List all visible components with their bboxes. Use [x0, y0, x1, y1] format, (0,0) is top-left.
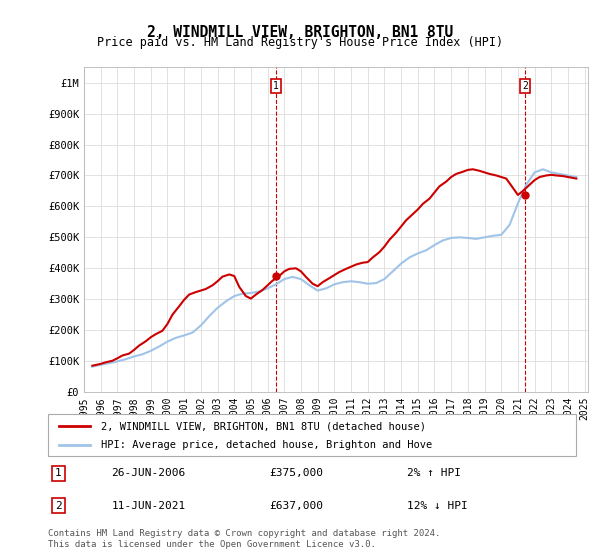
- FancyBboxPatch shape: [48, 414, 576, 456]
- Text: HPI: Average price, detached house, Brighton and Hove: HPI: Average price, detached house, Brig…: [101, 440, 432, 450]
- Text: 2: 2: [55, 501, 62, 511]
- Text: £637,000: £637,000: [270, 501, 324, 511]
- Text: Contains HM Land Registry data © Crown copyright and database right 2024.
This d: Contains HM Land Registry data © Crown c…: [48, 529, 440, 549]
- Text: £375,000: £375,000: [270, 468, 324, 478]
- Text: 2% ↑ HPI: 2% ↑ HPI: [407, 468, 461, 478]
- Text: Price paid vs. HM Land Registry's House Price Index (HPI): Price paid vs. HM Land Registry's House …: [97, 36, 503, 49]
- Text: 12% ↓ HPI: 12% ↓ HPI: [407, 501, 468, 511]
- Text: 2, WINDMILL VIEW, BRIGHTON, BN1 8TU (detached house): 2, WINDMILL VIEW, BRIGHTON, BN1 8TU (det…: [101, 421, 426, 431]
- Text: 1: 1: [273, 81, 278, 91]
- Text: 2: 2: [523, 81, 528, 91]
- Text: 2, WINDMILL VIEW, BRIGHTON, BN1 8TU: 2, WINDMILL VIEW, BRIGHTON, BN1 8TU: [147, 25, 453, 40]
- Text: 1: 1: [55, 468, 62, 478]
- Text: 11-JUN-2021: 11-JUN-2021: [112, 501, 185, 511]
- Text: 26-JUN-2006: 26-JUN-2006: [112, 468, 185, 478]
